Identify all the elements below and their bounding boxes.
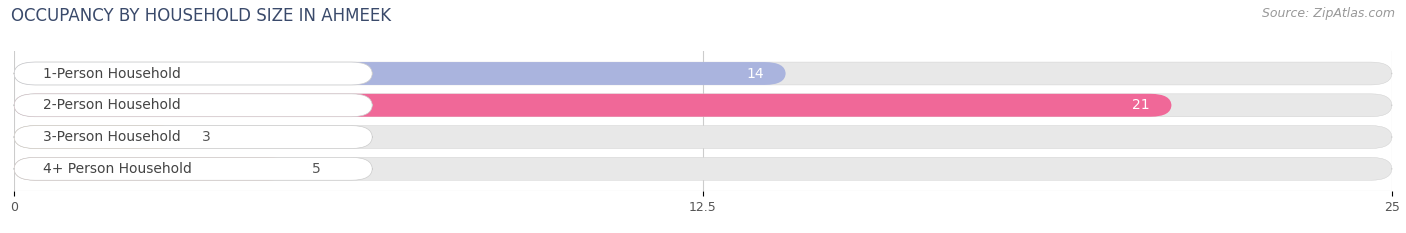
- FancyBboxPatch shape: [14, 157, 373, 180]
- Text: 14: 14: [747, 66, 763, 80]
- FancyBboxPatch shape: [14, 126, 373, 148]
- Text: 3: 3: [201, 130, 211, 144]
- Text: 5: 5: [312, 162, 321, 176]
- Text: 3-Person Household: 3-Person Household: [42, 130, 180, 144]
- FancyBboxPatch shape: [14, 157, 1392, 180]
- Text: 1-Person Household: 1-Person Household: [42, 66, 180, 80]
- FancyBboxPatch shape: [14, 94, 373, 117]
- FancyBboxPatch shape: [14, 126, 1392, 148]
- FancyBboxPatch shape: [14, 62, 1392, 85]
- FancyBboxPatch shape: [14, 126, 180, 148]
- FancyBboxPatch shape: [14, 94, 1392, 117]
- FancyBboxPatch shape: [14, 62, 373, 85]
- FancyBboxPatch shape: [14, 94, 1171, 117]
- FancyBboxPatch shape: [14, 62, 786, 85]
- Text: 4+ Person Household: 4+ Person Household: [42, 162, 191, 176]
- FancyBboxPatch shape: [14, 157, 290, 180]
- Text: 21: 21: [1132, 98, 1150, 112]
- Text: Source: ZipAtlas.com: Source: ZipAtlas.com: [1261, 7, 1395, 20]
- Text: 2-Person Household: 2-Person Household: [42, 98, 180, 112]
- Text: OCCUPANCY BY HOUSEHOLD SIZE IN AHMEEK: OCCUPANCY BY HOUSEHOLD SIZE IN AHMEEK: [11, 7, 391, 25]
